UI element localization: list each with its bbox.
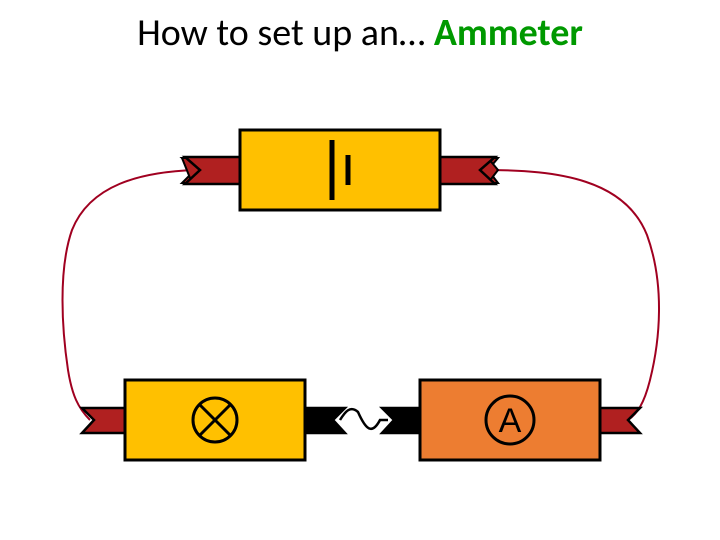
bulb-component <box>82 380 345 460</box>
battery-component <box>182 130 498 210</box>
ammeter-component: A <box>382 380 640 460</box>
circuit-diagram: A <box>0 0 720 540</box>
ammeter-label: A <box>499 402 522 440</box>
wire-middle <box>340 409 388 429</box>
